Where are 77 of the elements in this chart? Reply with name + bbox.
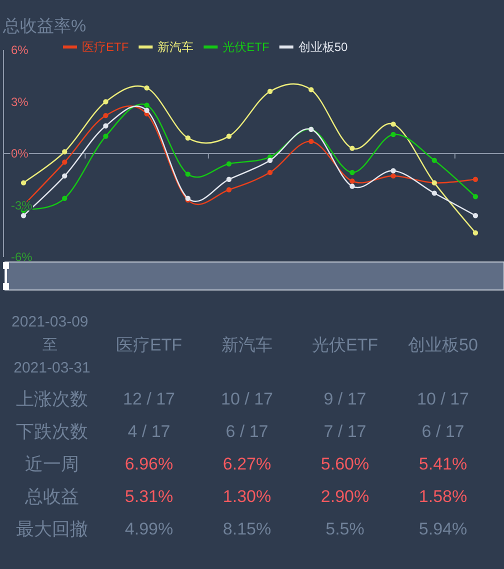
text: 6.96% <box>124 454 174 474</box>
point <box>185 172 190 177</box>
text: 6 / 17 <box>422 422 464 441</box>
point <box>226 161 232 166</box>
category-label: 新汽车 <box>222 336 272 354</box>
point <box>350 184 355 189</box>
point <box>226 176 232 182</box>
point <box>390 168 396 174</box>
point <box>103 99 108 104</box>
text: 6 / 17 <box>226 422 268 441</box>
text: 8.15% <box>222 520 272 538</box>
point <box>432 158 437 163</box>
point <box>350 178 355 184</box>
category-label: 最大回撤 <box>16 519 88 539</box>
legend-label: 光伏ETF <box>222 40 270 54</box>
text: 4 / 17 <box>128 422 170 441</box>
text: 12 / 17 <box>123 390 175 408</box>
point <box>20 213 26 218</box>
point <box>62 149 68 154</box>
point <box>103 134 108 139</box>
text: 5.41% <box>418 454 468 474</box>
legend-label: 创业板50 <box>298 40 348 54</box>
point <box>267 158 273 163</box>
text: 5.31% <box>124 487 174 506</box>
point <box>103 123 108 128</box>
point <box>185 135 190 141</box>
text: 5.60% <box>320 454 370 474</box>
y-tick: -6% <box>11 250 32 264</box>
point <box>267 170 273 176</box>
legend-label: 新汽车 <box>158 40 194 54</box>
category-label: 上涨次数 <box>16 389 88 409</box>
text: 2.90% <box>320 487 370 506</box>
point <box>103 112 108 118</box>
text: 1.58% <box>418 487 468 506</box>
point <box>472 194 478 200</box>
table-title: 2021-03-09 至 2021-03-31 <box>12 314 90 376</box>
point <box>390 122 396 127</box>
y-tick: 0% <box>11 146 28 160</box>
text: 5.5% <box>326 520 364 538</box>
text: 9 / 17 <box>324 390 366 408</box>
point <box>432 190 437 196</box>
text: 10 / 17 <box>221 390 273 408</box>
point <box>472 213 478 218</box>
category-label: 创业板50 <box>408 336 478 354</box>
point <box>62 173 68 179</box>
text: 7 / 17 <box>324 422 366 441</box>
point <box>62 196 68 201</box>
point <box>308 138 314 144</box>
point <box>350 146 355 151</box>
point <box>308 87 314 92</box>
category-label: 近一周 <box>25 454 79 474</box>
point <box>472 230 478 236</box>
point <box>62 160 68 165</box>
y-tick: 6% <box>11 43 28 57</box>
point <box>144 85 150 91</box>
text: 4.99% <box>124 520 174 538</box>
point <box>390 173 396 179</box>
point <box>350 170 355 176</box>
text: 6.27% <box>222 454 272 474</box>
text: 5.94% <box>418 520 468 538</box>
category-label: 总收益 <box>25 486 79 506</box>
point <box>226 134 232 139</box>
text: 10 / 17 <box>417 390 469 408</box>
category-label: 医疗ETF <box>116 336 182 354</box>
point <box>472 176 478 182</box>
point <box>144 102 150 108</box>
text: 1.30% <box>222 487 272 506</box>
point <box>267 88 273 94</box>
point <box>390 132 396 138</box>
category-label: 下跌次数 <box>16 422 88 442</box>
y-tick: 3% <box>11 94 28 109</box>
point <box>226 187 232 192</box>
category-label: 光伏ETF <box>312 336 378 354</box>
point <box>144 108 150 113</box>
title: 总收益率% <box>3 16 86 36</box>
legend-label: 医疗ETF <box>82 40 129 54</box>
point <box>20 180 26 186</box>
